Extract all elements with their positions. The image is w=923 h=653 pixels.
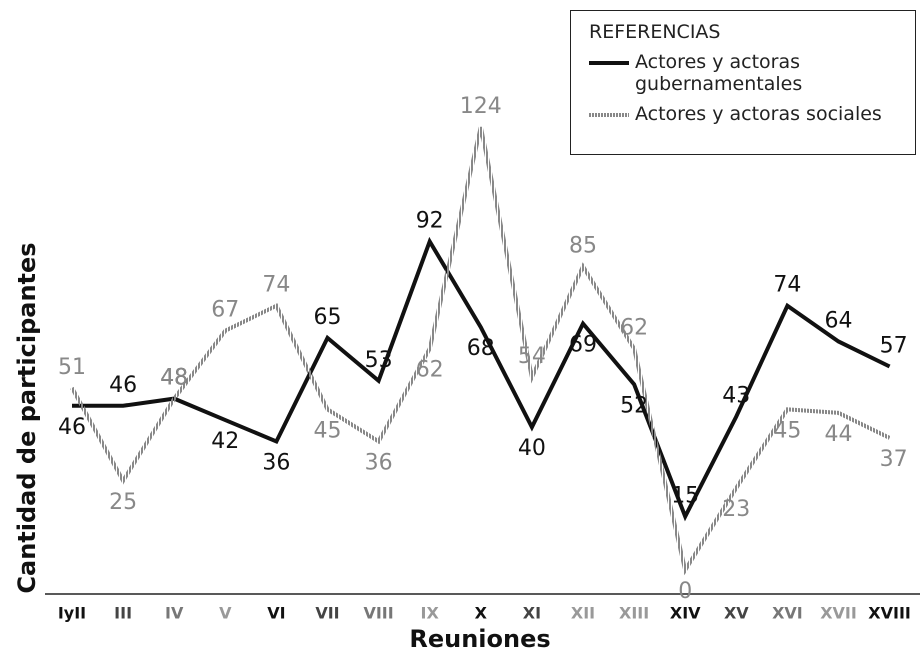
data-label: 36 [262,450,290,475]
data-label: 64 [825,308,853,333]
data-label: 45 [773,418,801,443]
data-label: 51 [58,355,86,380]
x-tick-label: VIII [363,604,393,623]
x-tick-label: XV [724,604,749,623]
data-label: 68 [467,336,495,361]
data-label: 74 [773,273,801,298]
data-label: 36 [365,450,393,475]
y-axis-title: Cantidad de participantes [13,242,41,593]
legend-label: Actores y actoras gubernamentales [635,51,803,95]
data-label: 45 [314,418,342,443]
line-series [70,126,891,576]
data-label: 53 [365,348,393,373]
data-label: 92 [416,208,444,233]
x-tick-label: XIV [670,604,701,623]
x-tick-label: XVIII [868,604,911,623]
x-tick-label: III [114,604,132,623]
x-tick-label: XIII [619,604,649,623]
data-label: 37 [880,447,908,472]
legend: REFERENCIAS Actores y actoras gubernamen… [570,10,916,155]
data-label: 42 [211,429,239,454]
data-label: 57 [880,333,908,358]
legend-label: Actores y actoras sociales [635,103,882,125]
data-label: 62 [620,316,648,341]
data-label: 46 [109,373,137,398]
data-label: 44 [825,422,853,447]
x-tick-label: XI [523,604,541,623]
data-label: 40 [518,436,546,461]
data-label: 69 [569,333,597,358]
data-label: 74 [262,273,290,298]
data-label: 23 [722,497,750,522]
x-axis-title: Reuniones [409,625,550,653]
legend-item: Actores y actoras sociales [589,103,905,127]
legend-swatch [589,113,629,117]
legend-swatch [589,61,629,65]
x-tick-label: VI [267,604,285,623]
data-label: 62 [416,358,444,383]
x-tick-label: XVII [820,604,857,623]
x-tick-label: IV [165,604,184,623]
data-label: 67 [211,298,239,323]
x-tick-label: V [219,604,232,623]
line-series [72,236,891,522]
data-label: 15 [671,483,699,508]
data-label: 54 [518,344,546,369]
x-tick-label: X [475,604,488,623]
data-label: 65 [314,305,342,330]
data-label: 43 [722,383,750,408]
x-tick-label: IX [421,604,440,623]
data-label: 0 [678,579,692,604]
legend-item: Actores y actoras gubernamentales [589,51,905,95]
data-label: 124 [460,94,502,119]
data-label: 48 [160,366,188,391]
x-tick-label: IyII [58,604,86,623]
x-tick-label: VII [315,604,339,623]
x-tick-label: XVI [772,604,803,623]
legend-title: REFERENCIAS [589,21,721,43]
data-label: 46 [58,415,86,440]
data-label: 25 [109,490,137,515]
data-label: 52 [620,393,648,418]
data-label: 85 [569,233,597,258]
data-label: 48 [160,366,188,391]
x-tick-label: XII [571,604,595,623]
